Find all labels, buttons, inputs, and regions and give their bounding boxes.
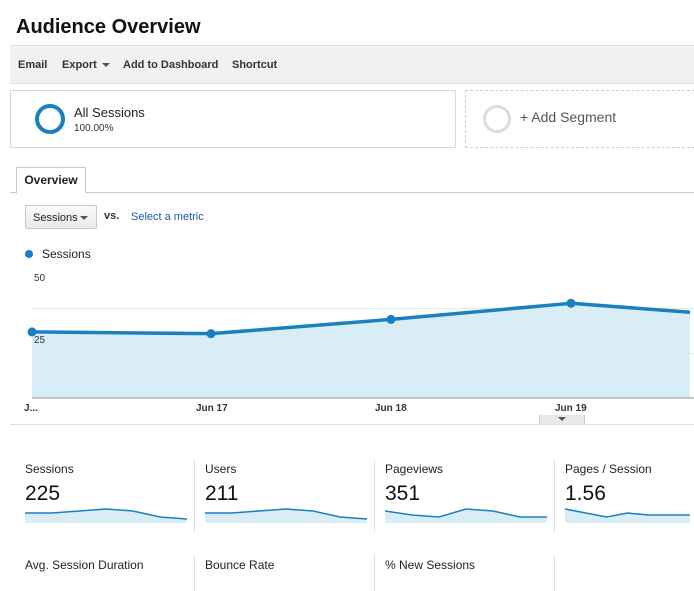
stat-value-sessions: 225 [25,482,61,505]
sparkline-line [565,508,690,518]
x-tick-label: Jun 19 [555,403,587,414]
legend-label: Sessions [42,247,91,261]
stat-separator [374,555,375,591]
x-tick-label: J... [24,403,38,414]
sessions-chart [27,298,694,399]
stat-label-bounce-rate: Bounce Rate [205,558,275,572]
sparkline-area [25,509,187,523]
metric-dropdown[interactable]: Sessions [25,205,97,229]
email-button[interactable]: Email [18,59,48,71]
select-metric-link[interactable]: Select a metric [131,211,204,223]
legend-marker [25,250,33,258]
sparkline-pageviews [385,508,547,523]
stat-label-pages-per-session: Pages / Session [565,462,652,476]
segment-all-sessions[interactable]: All Sessions 100.00% [10,90,456,148]
stat-label-sessions: Sessions [25,462,74,476]
stat-value-pageviews: 351 [385,482,421,505]
chevron-down-icon [558,417,566,421]
shortcut-button[interactable]: Shortcut [232,59,278,71]
export-button[interactable]: Export [62,59,110,71]
add-segment-label: + Add Segment [520,109,617,125]
sparkline-line [385,508,547,518]
stat-label-avg-session-duration: Avg. Session Duration [25,558,144,572]
tab-divider [10,192,694,193]
sparkline-line [205,508,367,520]
add-to-dashboard-button[interactable]: Add to Dashboard [123,59,219,71]
report-toolbar: Email Export Add to Dashboard Shortcut [10,45,694,84]
sessions-point [206,329,216,339]
sparkline-area [205,509,367,523]
chevron-down-icon [80,216,88,220]
empty-ring-icon [483,105,511,133]
y-tick-label: 50 [34,273,46,284]
segment-name: All Sessions [74,105,145,120]
stat-separator [374,460,375,532]
stat-label-new-sessions: % New Sessions [385,558,476,572]
chevron-down-icon [101,63,110,68]
section-divider [10,424,694,425]
y-tick-label: 25 [34,335,46,346]
x-tick-label: Jun 17 [196,403,228,414]
stat-separator [554,555,555,591]
sessions-point [27,327,37,337]
sparkline-pages-per-session [565,508,690,523]
stat-separator [554,460,555,532]
x-tick-label: Jun 18 [375,403,407,414]
export-label: Export [62,59,97,71]
stat-value-pages-per-session: 1.56 [565,482,606,505]
stat-label-users: Users [205,462,237,476]
stat-label-pageviews: Pageviews [385,462,444,476]
stat-value-users: 211 [205,482,239,505]
sessions-point [566,298,576,308]
stat-separator [194,555,195,591]
sparkline-users [205,508,367,523]
sparkline-area [385,509,547,523]
sparkline-area [565,509,690,523]
sparkline-sessions [25,508,187,523]
segment-percent: 100.00% [74,123,114,134]
segment-ring-icon [35,104,65,134]
page-title: Audience Overview [16,16,201,38]
vs-label: vs. [104,210,120,222]
metric-dropdown-value: Sessions [33,212,78,224]
sessions-point [386,314,396,324]
sessions-area [32,303,690,398]
tab-overview[interactable]: Overview [16,167,86,194]
sparkline-line [25,508,187,520]
stat-separator [194,460,195,532]
add-segment-button[interactable]: + Add Segment [465,90,694,148]
